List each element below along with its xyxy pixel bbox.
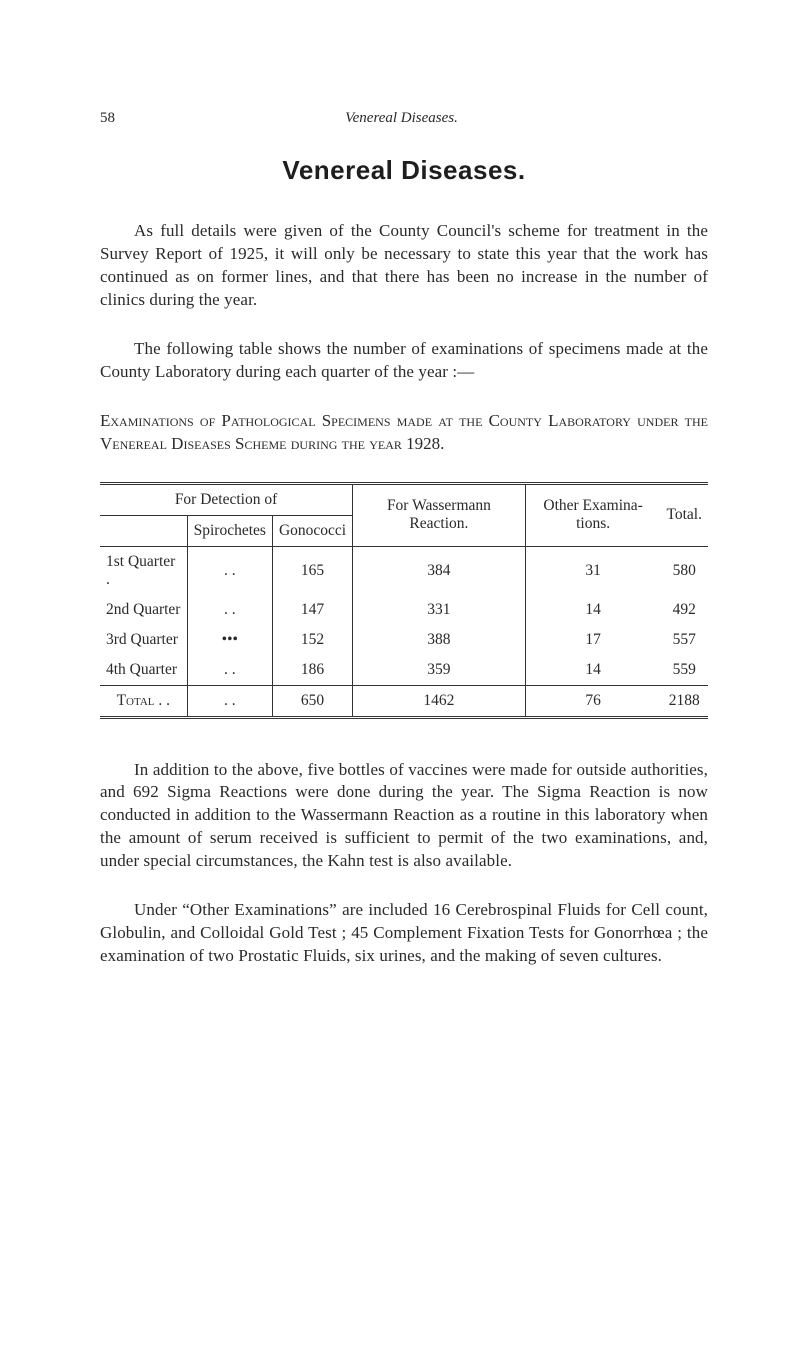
running-title: Venereal Diseases. [345, 110, 458, 127]
spacer [688, 110, 708, 127]
table-row: 4th Quarter . . 186 359 14 559 [100, 655, 708, 686]
paragraph-table-lead: The following table shows the number of … [100, 338, 708, 384]
cell: ••• [187, 625, 272, 655]
th-other: Other Examina­tions. [525, 483, 660, 546]
cell: 359 [353, 655, 526, 686]
cell: 31 [525, 546, 660, 595]
cell: 2188 [660, 685, 708, 717]
table-row: 2nd Quarter . . 147 331 14 492 [100, 595, 708, 625]
paragraph-after-table-2: Under “Other Examinations” are included … [100, 899, 708, 968]
cell: . . [187, 595, 272, 625]
table-row: 3rd Quarter ••• 152 388 17 557 [100, 625, 708, 655]
cell: 388 [353, 625, 526, 655]
cell: 580 [660, 546, 708, 595]
th-wassermann: For Wassermann Reaction. [353, 483, 526, 546]
cell: 165 [272, 546, 352, 595]
cell: 384 [353, 546, 526, 595]
cell: 14 [525, 655, 660, 686]
table-caption: Examinations of Pathological Specimens m… [100, 410, 708, 456]
paragraph-intro: As full details were given of the County… [100, 220, 708, 312]
th-spirochetes: Spirochetes [187, 515, 272, 546]
row-label: 2nd Quarter [100, 595, 187, 625]
th-blank [100, 515, 187, 546]
cell: . . [187, 655, 272, 686]
row-label: 3rd Quarter [100, 625, 187, 655]
cell: 650 [272, 685, 352, 717]
th-gonococci: Gonococci [272, 515, 352, 546]
th-total: Total. [660, 483, 708, 546]
cell: 76 [525, 685, 660, 717]
cell: 1462 [353, 685, 526, 717]
table-total-row: Total . . . . 650 1462 76 2188 [100, 685, 708, 717]
cell: 186 [272, 655, 352, 686]
cell: 557 [660, 625, 708, 655]
examinations-table: For Detection of For Wassermann Reaction… [100, 482, 708, 719]
cell: . . [187, 685, 272, 717]
table-row: 1st Quarter . . . 165 384 31 580 [100, 546, 708, 595]
running-head: 58 Venereal Diseases. [100, 110, 708, 127]
page: 58 Venereal Diseases. Venereal Diseases.… [0, 0, 800, 1363]
cell: . . [187, 546, 272, 595]
cell: 14 [525, 595, 660, 625]
cell: 17 [525, 625, 660, 655]
cell: 559 [660, 655, 708, 686]
row-label: 4th Quarter [100, 655, 187, 686]
cell: 152 [272, 625, 352, 655]
cell: 331 [353, 595, 526, 625]
cell: 492 [660, 595, 708, 625]
row-label: 1st Quarter . [100, 546, 187, 595]
page-title: Venereal Diseases. [100, 155, 708, 186]
th-detection: For Detection of [100, 483, 353, 515]
paragraph-after-table-1: In addition to the above, five bottles o… [100, 759, 708, 874]
cell: 147 [272, 595, 352, 625]
total-label: Total . . [100, 685, 187, 717]
page-number: 58 [100, 110, 115, 127]
